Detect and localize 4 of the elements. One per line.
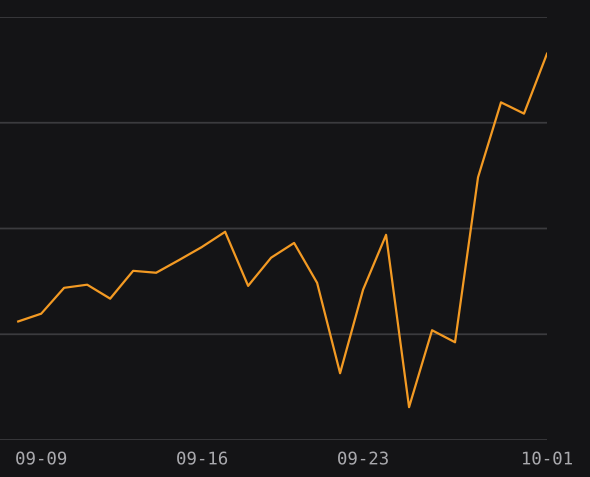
x-tick-label: 09-16 bbox=[177, 452, 228, 465]
x-tick-label: 09-09 bbox=[16, 452, 66, 465]
x-tick-label: 10-01 bbox=[522, 452, 572, 465]
x-tick-label: 09-23 bbox=[338, 452, 388, 465]
